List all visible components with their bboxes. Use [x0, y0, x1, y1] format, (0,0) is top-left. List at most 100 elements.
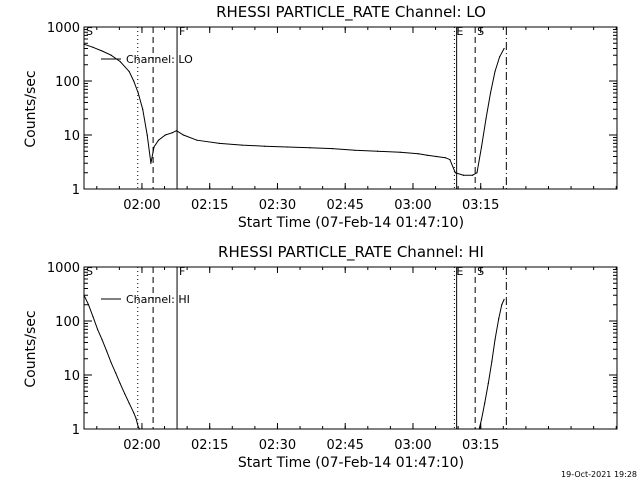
- data-point: [462, 174, 465, 176]
- y-axis-label: Counts/sec: [23, 70, 39, 147]
- data-point: [119, 60, 121, 63]
- data-point: [449, 159, 451, 161]
- data-point: [96, 328, 99, 330]
- data-point: [503, 47, 505, 50]
- data-point: [476, 172, 478, 174]
- data-point: [491, 360, 493, 362]
- data-point: [137, 92, 139, 94]
- data-point: [83, 43, 85, 45]
- legend: Channel: HI: [101, 293, 190, 306]
- data-point: [487, 382, 489, 384]
- data-point: [164, 134, 166, 136]
- data-point: [101, 339, 103, 341]
- data-point: [241, 144, 243, 146]
- chart-panel-hi: RHESSI PARTICLE_RATE Channel: HI Start T…: [23, 243, 618, 471]
- plot-area-border: [83, 266, 618, 430]
- event-label: F: [179, 25, 185, 38]
- y-tick-label: 10: [63, 369, 80, 384]
- data-point: [498, 318, 500, 320]
- timestamp: 19-Oct-2021 19:28: [561, 470, 637, 479]
- data-point: [264, 145, 266, 147]
- data-point: [354, 149, 356, 151]
- data-point: [153, 146, 155, 148]
- x-tick-label: 02:15: [191, 438, 228, 453]
- event-label: S: [477, 265, 484, 278]
- corner-label: S: [86, 265, 93, 278]
- axis-ticks: 02:00 02:15 02:30 02:45 03:00 03:15 1 10 100 1000: [47, 261, 617, 453]
- x-tick-label: 02:45: [326, 198, 363, 213]
- data-point: [218, 142, 221, 144]
- series-line: [83, 294, 505, 430]
- data-point: [331, 147, 334, 150]
- data-point: [171, 132, 173, 134]
- data-point: [157, 139, 160, 141]
- x-tick-label: 03:15: [462, 438, 499, 453]
- data-point: [501, 304, 503, 306]
- x-tick-label: 03:00: [394, 438, 431, 453]
- data-point: [83, 294, 85, 296]
- data-point: [478, 428, 480, 430]
- data-point: [138, 428, 141, 430]
- data-point: [135, 417, 137, 419]
- data-point: [133, 412, 135, 414]
- data-point: [142, 108, 144, 110]
- data-point: [498, 56, 501, 58]
- legend-label: Channel: LO: [126, 53, 193, 66]
- data-point: [128, 70, 130, 73]
- data-point: [377, 150, 379, 152]
- data-point: [480, 146, 483, 148]
- plot-frame: [83, 266, 618, 430]
- data-point: [286, 146, 288, 148]
- x-tick-label: 02:30: [259, 198, 296, 213]
- event-markers: F E SS: [86, 25, 507, 189]
- data-point: [137, 426, 139, 428]
- x-tick-label: 02:15: [191, 198, 228, 213]
- y-tick-label: 1000: [47, 261, 80, 276]
- data-point: [503, 298, 505, 301]
- data-point: [105, 350, 108, 352]
- data-point: [101, 50, 103, 52]
- chart-panel-lo: RHESSI PARTICLE_RATE Channel: LO Start T…: [23, 3, 618, 231]
- data-point: [128, 402, 130, 404]
- legend-label: Channel: HI: [126, 293, 190, 306]
- data-point: [485, 118, 487, 120]
- x-tick-label: 03:00: [394, 198, 431, 213]
- x-axis-label: Start Time (07-Feb-14 01:47:10): [238, 455, 464, 471]
- data-point: [489, 92, 492, 94]
- axis-ticks: 02:00 02:15 02:30 02:45 03:00 03:15 1 10 100 1000: [47, 21, 617, 213]
- data-point: [399, 151, 401, 153]
- data-point: [115, 372, 117, 374]
- y-tick-label: 1000: [47, 21, 80, 36]
- y-tick-label: 100: [55, 315, 80, 330]
- data-point: [494, 339, 496, 341]
- event-label: E: [456, 25, 463, 38]
- data-point: [426, 154, 428, 156]
- data-point: [92, 46, 94, 48]
- data-point: [435, 155, 437, 158]
- series-layer: [83, 294, 505, 430]
- data-point: [494, 70, 496, 73]
- data-point: [309, 147, 311, 149]
- x-tick-label: 02:30: [259, 438, 296, 453]
- x-tick-label: 02:45: [326, 438, 363, 453]
- data-point: [124, 393, 126, 395]
- data-point: [175, 130, 178, 132]
- series-line: [83, 43, 505, 176]
- data-point: [133, 80, 135, 82]
- data-point: [110, 54, 112, 56]
- data-point: [444, 157, 446, 159]
- y-tick-label: 10: [63, 129, 80, 144]
- x-tick-label: 02:00: [123, 438, 160, 453]
- data-point: [484, 402, 486, 404]
- plot-frame: [83, 26, 618, 190]
- y-tick-label: 1: [72, 423, 80, 438]
- chart-title: RHESSI PARTICLE_RATE Channel: LO: [216, 3, 486, 22]
- data-point: [480, 418, 483, 421]
- corner-label: S: [86, 25, 93, 38]
- event-label: E: [456, 265, 463, 278]
- data-point: [454, 172, 456, 174]
- data-point: [182, 134, 184, 136]
- x-axis-label: Start Time (07-Feb-14 01:47:10): [238, 215, 464, 231]
- data-point: [417, 153, 419, 155]
